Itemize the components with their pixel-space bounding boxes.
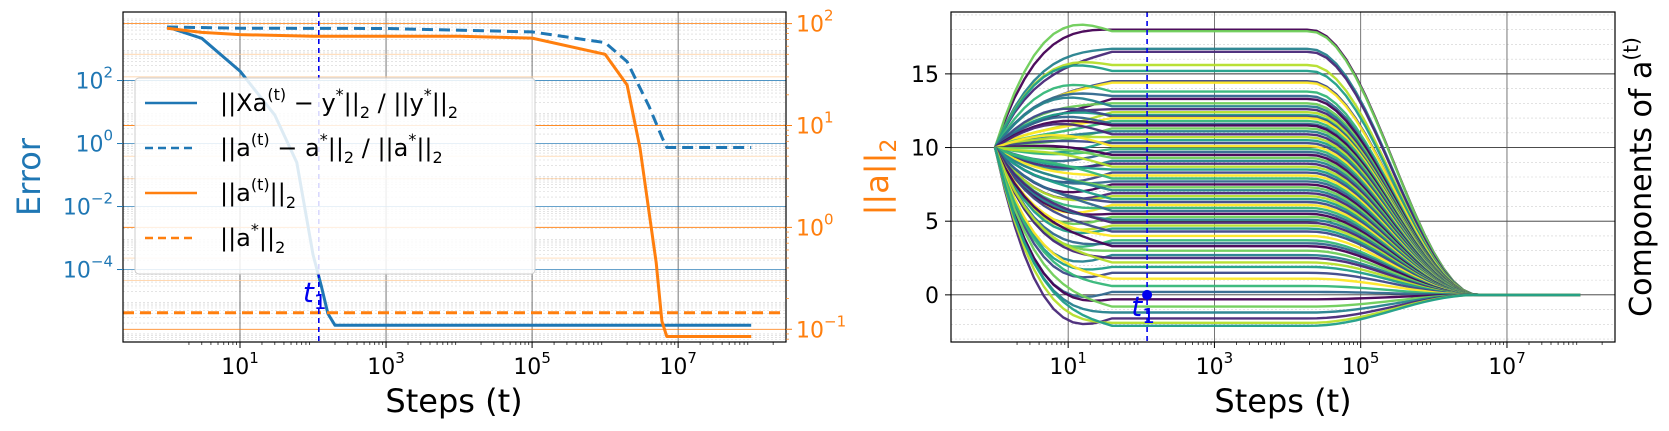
right-y-axis-label: ||a||2: [858, 139, 902, 216]
legend-box: [134, 77, 536, 275]
legend-label-0: ||Xa(t) − y*||2 / ||y*||2: [220, 85, 458, 122]
left-x-axis-label: Steps (t): [385, 382, 522, 420]
legend-label-3: ||a*||2: [220, 220, 285, 257]
components-t1-marker: t1: [1131, 12, 1155, 342]
components-y-axis-label: Components of a(t): [1619, 37, 1659, 317]
component-trajectories: [993, 23, 1581, 327]
x-tick-label: 103: [1196, 349, 1234, 380]
components-x-ticks: 101 103 105 107: [1016, 342, 1603, 380]
y-tick-label: 15: [911, 63, 939, 88]
component-line: [993, 147, 1581, 308]
x-tick-label: 107: [659, 349, 697, 380]
norm-tick-label: 101: [796, 108, 834, 139]
legend-label-1: ||a(t) − a*||2 / ||a*||2: [220, 130, 443, 167]
error-tick-label: 10−2: [63, 190, 113, 221]
x-tick-label: 105: [513, 349, 551, 380]
error-tick-label: 100: [75, 127, 113, 158]
left-grid: [123, 12, 786, 342]
left-series-lines: [123, 25, 786, 338]
t1-label: t1: [303, 276, 327, 314]
components-y-ticks: 15 10 5 0: [911, 63, 951, 309]
norm-tick-label: 100: [796, 210, 834, 241]
error-tick-label: 102: [75, 64, 113, 95]
components-x-axis-label: Steps (t): [1214, 382, 1351, 420]
x-tick-label: 101: [1049, 349, 1087, 380]
x-tick-label: 107: [1488, 349, 1526, 380]
components-plot-frame: [950, 11, 1616, 343]
left-y-ticks: 102 100 10−2 10−4: [63, 64, 123, 284]
x-tick-label: 103: [367, 349, 405, 380]
left-y-axis-label: Error: [10, 137, 48, 216]
t1-point: [1142, 289, 1153, 300]
series-line-1: [166, 25, 752, 149]
x-tick-label: 105: [1342, 349, 1380, 380]
component-line: [993, 147, 1581, 327]
y-tick-label: 5: [925, 210, 939, 235]
legend-label-2: ||a(t)||2: [220, 175, 296, 212]
left-plot-frame: [122, 11, 787, 343]
legend: ||Xa(t) − y*||2 / ||y*||2 ||a(t) − a*||2 …: [134, 77, 536, 275]
y-tick-label: 0: [925, 284, 939, 309]
error-norm-chart: t1 101 103 105 107 102 100 10−2 10−4 102 101 100…: [10, 7, 902, 420]
norm-tick-label: 10−1: [796, 312, 846, 343]
error-tick-label: 10−4: [63, 253, 113, 284]
series-line-0: [166, 25, 752, 327]
left-x-ticks: 101 103 105 107: [188, 342, 774, 380]
right-y-ticks: 102 101 100 10−1: [786, 7, 846, 343]
y-tick-label: 10: [911, 137, 939, 162]
t1-label: t1: [1131, 290, 1155, 328]
series-line-2: [166, 26, 752, 338]
norm-tick-label: 102: [796, 7, 834, 38]
x-tick-label: 101: [221, 349, 259, 380]
